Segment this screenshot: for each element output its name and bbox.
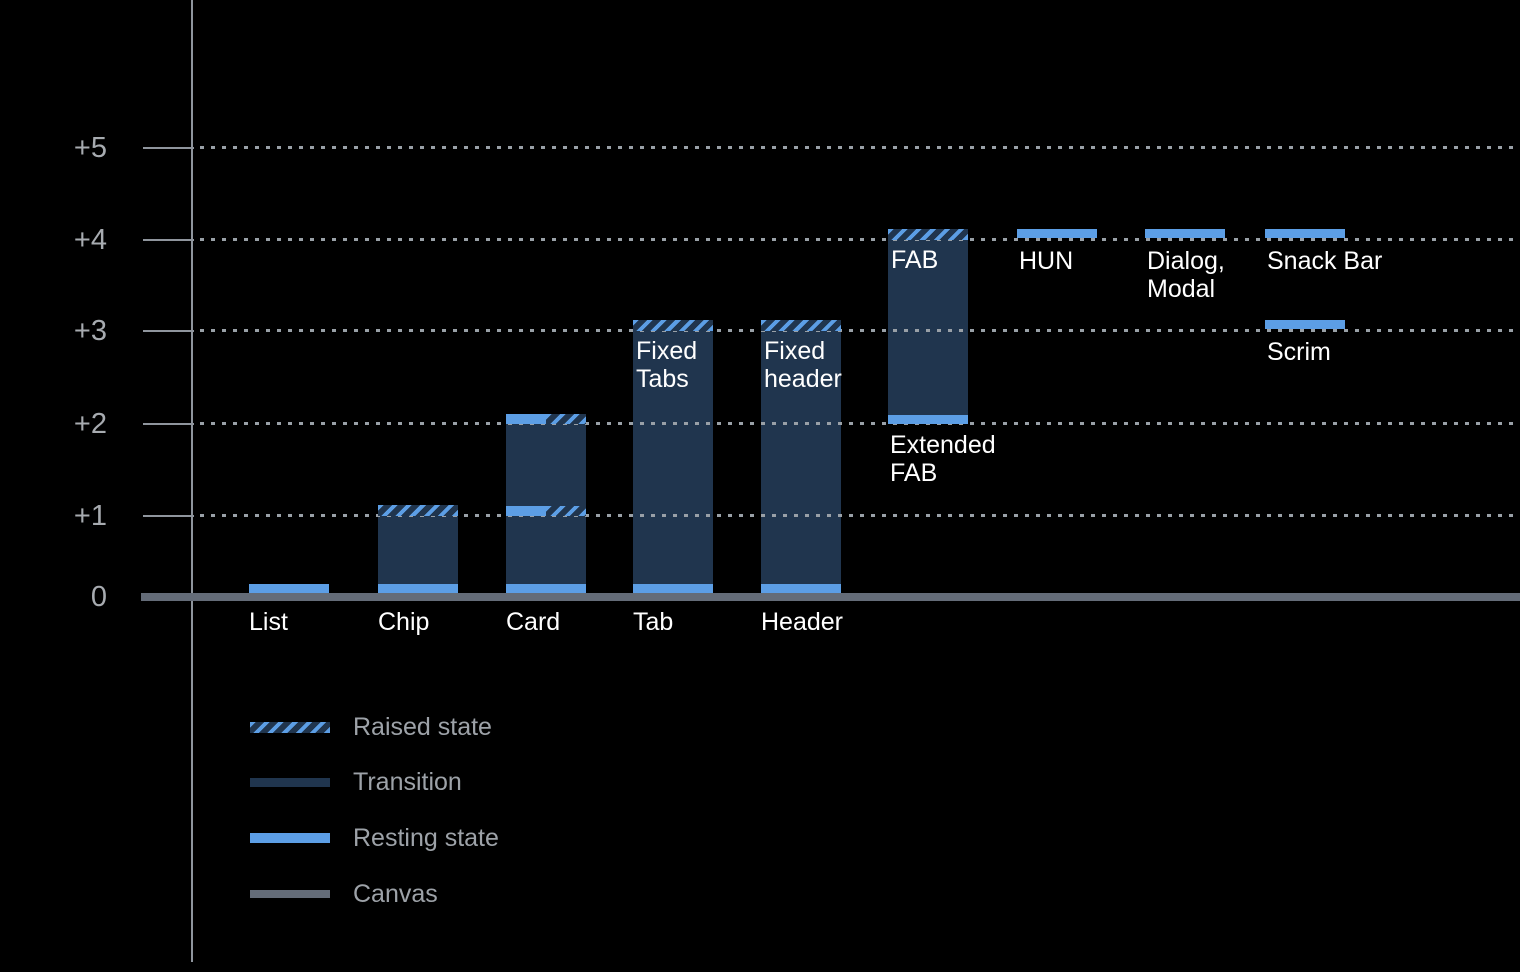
bar-list: List [249,0,329,972]
bar-scrim: Scrim [1265,0,1345,972]
transition-fill [378,505,458,593]
resting-band [633,584,713,593]
y-axis-tick-label: 0 [90,581,107,613]
resting-band [378,584,458,593]
x-axis-label: Card [506,608,561,636]
gridline-level-5 [200,146,1520,149]
resting-band [249,584,329,593]
y-axis-tick-label: +5 [73,132,107,164]
y-axis-tick-label: +3 [73,315,107,347]
y-axis-tick-mark [143,515,194,517]
bar-tab: Fixed Tabs Tab [633,0,713,972]
raised-band [378,505,458,516]
y-axis-tick-mark [143,147,194,149]
bar-below-label: Scrim [1267,338,1331,366]
canvas-baseline [141,593,1520,601]
legend-label: Raised state [353,713,492,741]
gridline-level-3 [200,329,1520,332]
legend-label: Canvas [353,880,438,908]
transition-fill [633,320,713,593]
legend-swatch-raised [250,721,330,733]
bar-inner-label: Fixed Tabs [636,337,698,393]
bar-inner-label: FAB [891,246,939,274]
bar-below-label: Dialog, Modal [1147,247,1225,303]
transition-fill [761,320,841,593]
raised-band [888,229,968,240]
resting-band [1017,229,1097,238]
bar-below-label: HUN [1019,247,1074,275]
y-axis-tick-mark [143,330,194,332]
y-axis-tick-label: +1 [73,500,107,532]
resting-band [506,506,546,516]
resting-band [506,584,586,593]
y-axis-tick-label: +2 [73,408,107,440]
bar-chip: Chip [378,0,458,972]
bar-below-label: Snack Bar [1267,247,1383,275]
resting-band [888,415,968,424]
bar-snack-bar: Snack Bar [1265,0,1382,972]
raised-band [633,320,713,331]
legend-label: Resting state [353,824,499,852]
bar-header: Fixed header Header [761,0,843,972]
bar-hun: HUN [1017,0,1097,972]
bar-dialog-modal: Dialog, Modal [1145,0,1225,972]
legend-swatch-canvas [250,890,330,898]
bar-below-label: Extended FAB [890,431,996,487]
resting-band [506,414,546,424]
bar-inner-label: Fixed header [764,337,842,393]
gridline-level-2 [200,422,1520,425]
resting-band [1265,320,1345,329]
transition-fill [506,414,586,593]
resting-band [761,584,841,593]
resting-band [1145,229,1225,238]
y-axis-tick-mark [143,239,194,241]
resting-band [1265,229,1345,238]
x-axis-label: Tab [633,608,674,636]
raised-band [546,414,586,424]
legend-label: Transition [353,768,462,796]
y-axis-tick-mark [143,423,194,425]
raised-band [761,320,841,331]
x-axis-label: List [249,608,288,636]
legend-swatch-resting [250,833,330,843]
legend-swatch-transition [250,777,330,787]
gridline-level-4 [200,238,1520,241]
bar-fab: FAB Extended FAB [888,0,996,972]
y-axis-line [191,0,193,962]
bar-card: Card [506,0,586,972]
raised-band [546,506,586,516]
x-axis-label: Header [761,608,843,636]
transition-fill [888,229,968,424]
x-axis-label: Chip [378,608,430,636]
gridline-level-1 [200,514,1520,517]
y-axis-tick-label: +4 [73,224,107,256]
